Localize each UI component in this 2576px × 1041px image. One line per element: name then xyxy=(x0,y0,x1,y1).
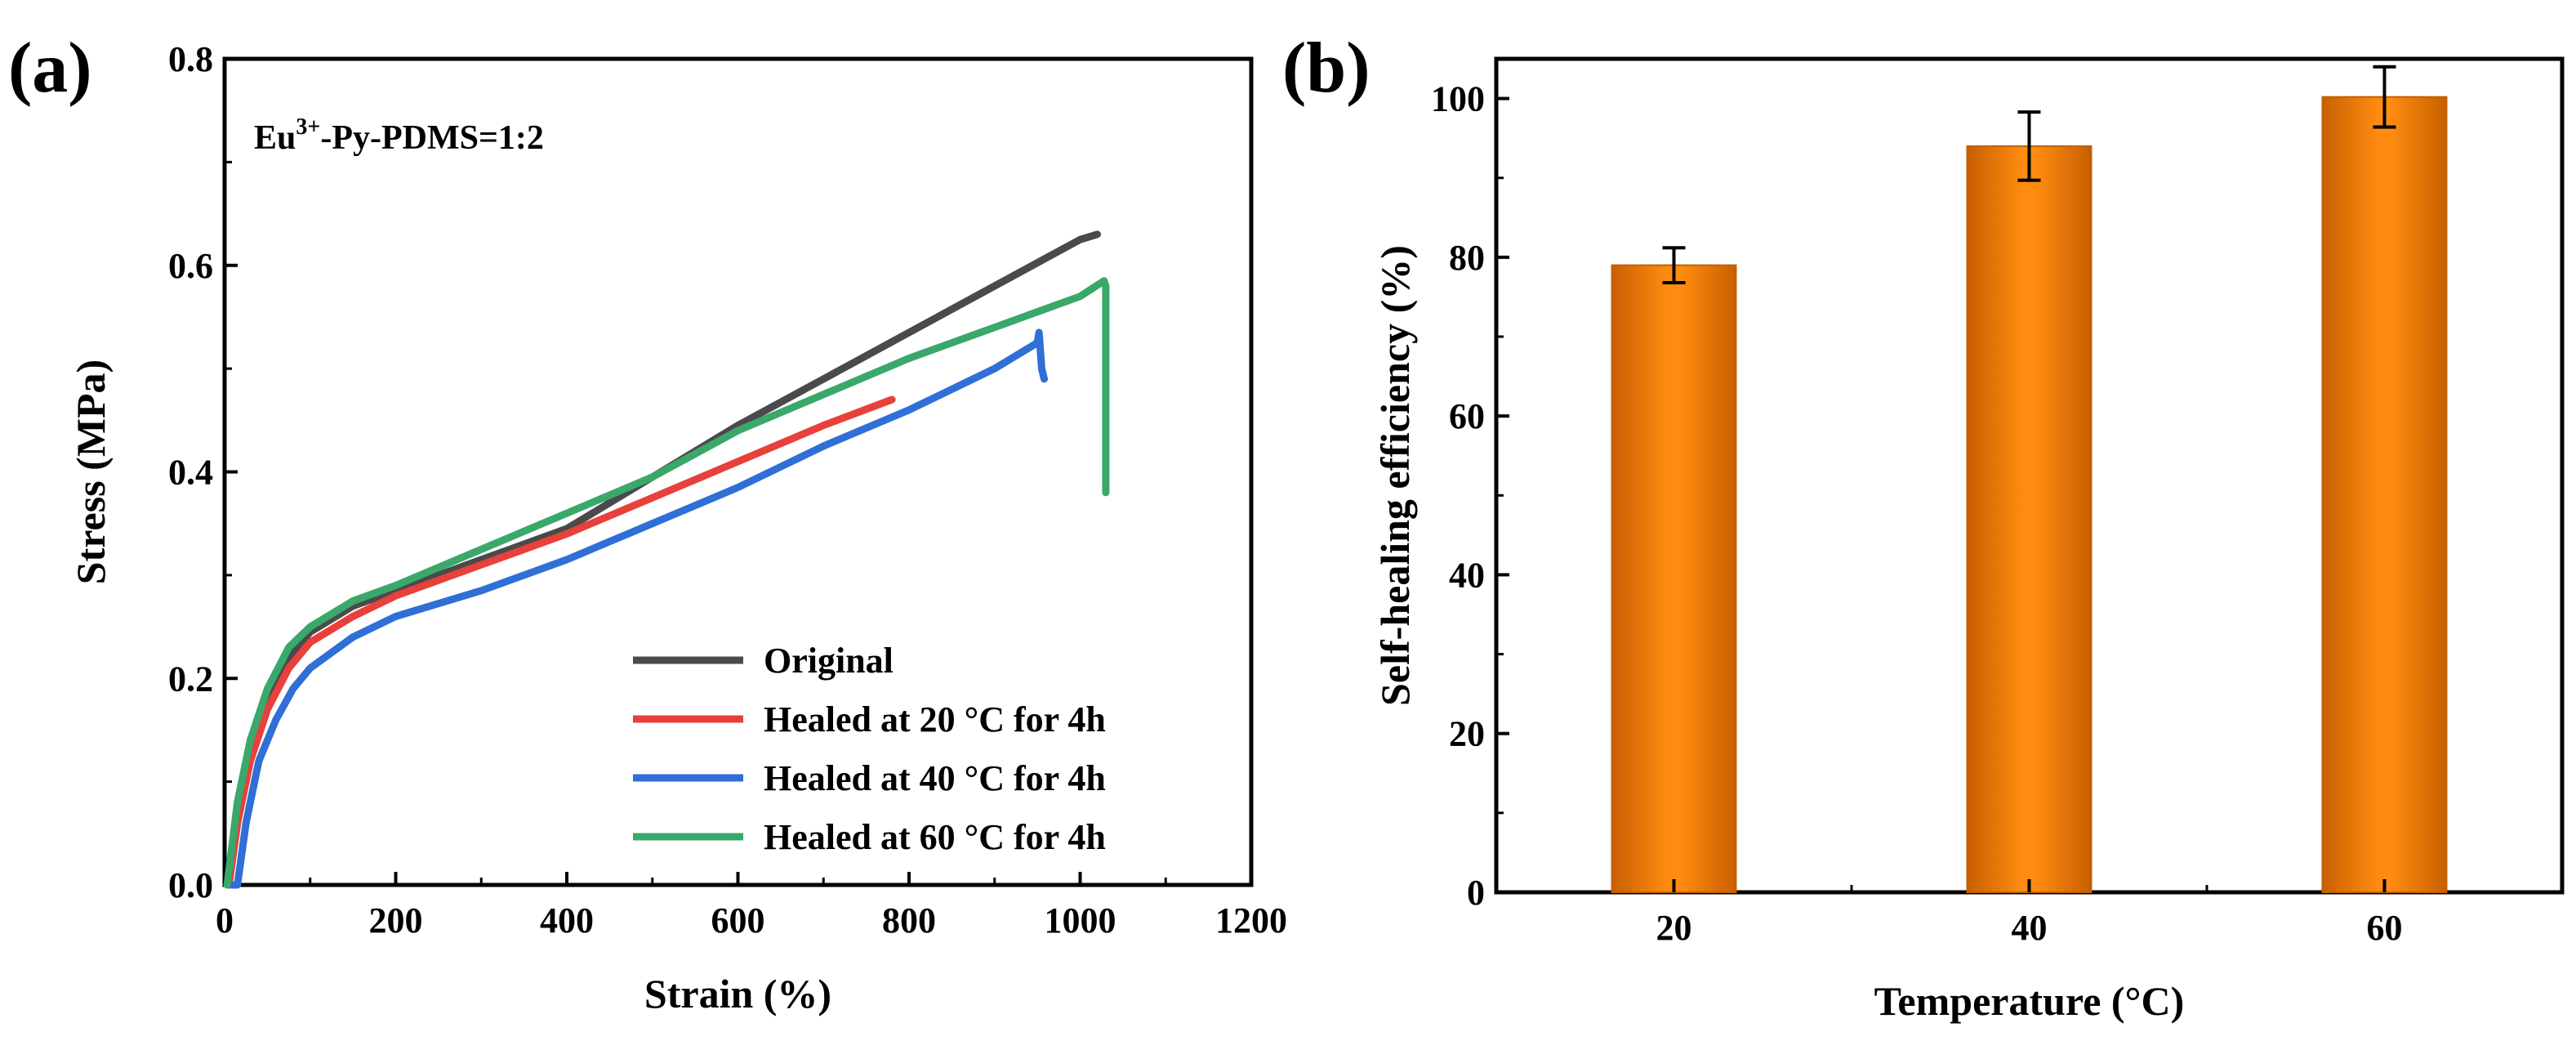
panel-a-legend: Original Healed at 20 °C for 4h Healed at … xyxy=(633,641,1106,857)
x-tick-label: 400 xyxy=(540,900,594,940)
panel-b: (b) 0 20 40 60 80 100 20 40 60 Temperature (°C)… xyxy=(1282,29,2565,1024)
series-line-3 xyxy=(223,277,1110,889)
panel-a-series-group xyxy=(223,230,1110,889)
panel-a-annotation: Eu3+-Py-PDMS=1:2 xyxy=(254,114,544,157)
legend-label-0: Original xyxy=(764,641,894,681)
y-tick-label: 80 xyxy=(1449,238,1485,278)
panel-a-y-axis: 0.0 0.2 0.4 0.6 0.8 xyxy=(168,39,238,905)
y-tick-label: 20 xyxy=(1449,714,1485,754)
panel-a-x-axis-title: Strain (%) xyxy=(644,971,831,1016)
y-tick-label: 0.6 xyxy=(168,246,213,286)
panel-b-y-axis-title: Self-healing efficiency (%) xyxy=(1372,245,1418,706)
bar-20 xyxy=(1611,264,1737,894)
legend-label-2: Healed at 40 °C for 4h xyxy=(764,758,1106,798)
y-tick-label: 40 xyxy=(1449,555,1485,595)
legend-label-1: Healed at 20 °C for 4h xyxy=(764,699,1106,739)
panel-b-y-axis: 0 20 40 60 80 100 xyxy=(1431,79,1509,913)
bar-60 xyxy=(2321,96,2448,893)
panel-b-x-axis-title: Temperature (°C) xyxy=(1874,978,2185,1024)
y-tick-label: 0.2 xyxy=(168,659,213,699)
x-tick-label: 20 xyxy=(1656,908,1692,948)
y-tick-label: 0.8 xyxy=(168,39,213,79)
y-tick-label: 0.4 xyxy=(168,453,213,493)
x-tick-label: 60 xyxy=(2367,908,2403,948)
x-tick-label: 800 xyxy=(882,900,936,940)
bar-40 xyxy=(1966,145,2092,894)
annotation-rest: -Py-PDMS=1:2 xyxy=(320,119,544,157)
y-tick-label: 0 xyxy=(1467,873,1485,913)
y-tick-label: 0.0 xyxy=(168,865,213,905)
y-tick-label: 60 xyxy=(1449,396,1485,436)
x-tick-label: 40 xyxy=(2012,908,2048,948)
panel-a-y-axis-title: Stress (MPa) xyxy=(68,360,114,584)
legend-label-3: Healed at 60 °C for 4h xyxy=(764,817,1106,857)
y-tick-label: 100 xyxy=(1431,79,1485,119)
panel-b-x-axis: 20 40 60 xyxy=(1656,879,2403,948)
x-tick-label: 1200 xyxy=(1215,900,1287,940)
x-tick-label: 1000 xyxy=(1045,900,1116,940)
panel-b-bars-group xyxy=(1611,65,2448,894)
panel-a-label: (a) xyxy=(8,29,92,108)
series-line-1 xyxy=(225,395,896,889)
annotation-superscript: 3+ xyxy=(296,114,320,140)
panel-a-x-axis: 0 200 400 600 800 1000 1200 xyxy=(216,872,1287,940)
panel-a: (a) 0.0 0.2 0.4 0.6 0.8 0 200 400 600 800 1000 120… xyxy=(8,29,1287,1016)
series-line-2 xyxy=(227,328,1048,889)
annotation-base: Eu xyxy=(254,119,296,157)
x-tick-label: 200 xyxy=(369,900,423,940)
panel-b-label: (b) xyxy=(1282,29,1370,108)
x-tick-label: 600 xyxy=(711,900,765,940)
x-tick-label: 0 xyxy=(216,900,234,940)
